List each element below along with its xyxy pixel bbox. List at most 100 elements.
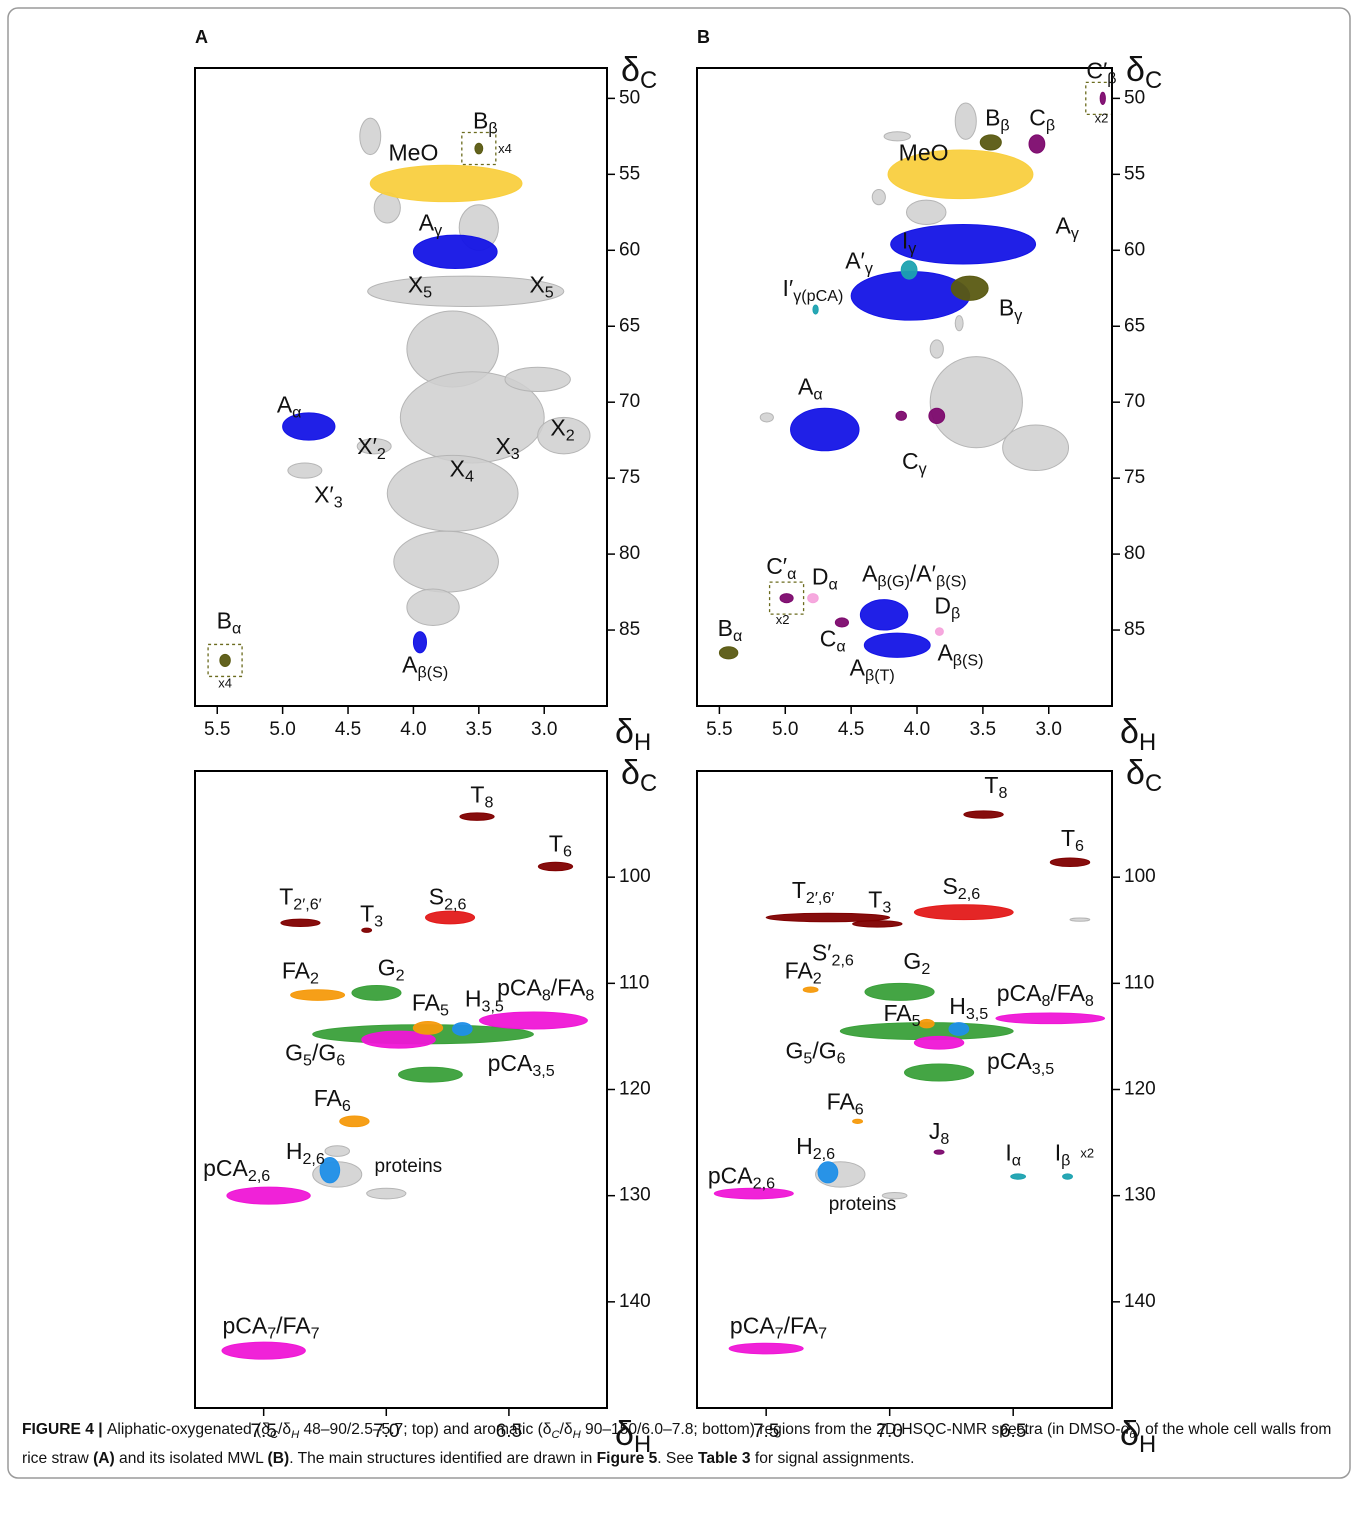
peak-label: A′γ: [845, 248, 873, 278]
subscript: 5: [423, 283, 432, 301]
cross-peak: [760, 413, 773, 422]
y-axis-label: δC: [621, 754, 657, 797]
peak-label: FA5: [883, 1000, 920, 1030]
cross-peak: [1070, 918, 1090, 921]
subscript: α: [787, 564, 796, 582]
y-tick-label: 55: [1124, 163, 1145, 184]
peak-label: G5/G6: [285, 1040, 345, 1070]
label-text: A: [862, 560, 878, 586]
y-tick-label: 85: [619, 619, 640, 640]
peak-label: Aβ(T): [850, 655, 895, 685]
cross-peak: [453, 1023, 473, 1036]
subscript: β: [488, 119, 497, 137]
label-text: δ: [1126, 51, 1145, 89]
caption-run: . The main structures identified are dra…: [289, 1450, 596, 1467]
cross-peak: [901, 261, 917, 279]
subscript: α: [733, 627, 742, 645]
cross-peak: [1063, 1174, 1073, 1179]
peak-label: S′2,6: [812, 940, 854, 970]
cross-peak: [413, 632, 426, 653]
label-text: G: [378, 955, 396, 981]
cross-peak: [996, 1013, 1105, 1024]
subscript: γ(pCA): [793, 286, 843, 304]
label-text: A: [798, 374, 814, 400]
spectrum-plot: 7.57.06.5100110120130140: [195, 771, 651, 1442]
peak-label: Aβ(S): [402, 652, 448, 682]
peak-label: G2: [378, 955, 405, 985]
label-text: A′: [845, 248, 865, 274]
label-text: FA: [412, 990, 441, 1016]
label-text: δ: [1120, 713, 1139, 751]
label-text: pCA: [997, 980, 1042, 1006]
peak-label: x2: [776, 612, 790, 627]
cross-peak: [919, 1019, 934, 1027]
peak-label: C′α: [766, 553, 796, 583]
caption-run: and its isolated MWL: [115, 1450, 268, 1467]
subscript: C: [640, 770, 657, 797]
label-text: X: [529, 272, 544, 298]
peak-label: I′γ(pCA): [783, 275, 844, 305]
cross-peak: [905, 1064, 974, 1081]
subscript: β(G): [877, 572, 910, 590]
label-text: FA: [785, 958, 814, 984]
caption-run: d: [1121, 1421, 1130, 1438]
peak-label: Iβ: [1055, 1139, 1071, 1169]
subscript: α: [232, 619, 241, 637]
peak-label: Aγ: [419, 210, 442, 240]
label-text: T: [279, 883, 293, 909]
label-text: proteins: [829, 1194, 897, 1215]
label-text: x4: [218, 676, 232, 691]
subscript: 5: [912, 1012, 921, 1030]
subscript: 7: [267, 1324, 276, 1342]
peak-label: x4: [498, 141, 512, 156]
y-tick-label: 130: [1124, 1185, 1156, 1206]
subscript: 8: [1085, 992, 1094, 1010]
peak-label: FA2: [282, 958, 319, 988]
peak-label: Bα: [718, 615, 743, 645]
cross-peak: [475, 143, 483, 154]
subscript: γ: [865, 259, 873, 277]
caption-run: FIGURE 4 |: [22, 1421, 107, 1438]
cross-peak: [955, 316, 963, 331]
peak-label: pCA7/FA7: [222, 1312, 319, 1342]
cross-peak: [413, 1022, 442, 1035]
caption-run: /δ: [278, 1421, 291, 1438]
subscript: 2,6: [813, 1145, 835, 1163]
cross-peak: [288, 463, 322, 478]
cross-peak: [791, 408, 860, 451]
subscript: H: [1139, 729, 1156, 756]
label-text: T: [470, 782, 484, 808]
peak-label: proteins: [829, 1194, 897, 1215]
y-tick-label: 55: [619, 163, 640, 184]
figure-page: AB5.55.04.54.03.53.05055606570758085Bβx4…: [0, 0, 1358, 1535]
label-text: C: [1029, 105, 1046, 131]
cross-peak: [864, 633, 930, 657]
cross-peak: [538, 862, 572, 870]
y-tick-label: 75: [1124, 467, 1145, 488]
caption-run: Aliphatic-oxygenated (δ: [107, 1421, 270, 1438]
cross-peak: [803, 987, 818, 992]
label-text: x2: [776, 612, 790, 627]
subscript: 4: [465, 467, 474, 485]
subscript: α: [836, 637, 845, 655]
peak-label: X5: [529, 272, 553, 302]
label-text: A: [937, 639, 953, 665]
caption-run: C: [551, 1429, 559, 1441]
subscript: 6: [855, 1100, 864, 1118]
label-text: δ: [621, 754, 640, 792]
label-text: A: [850, 655, 866, 681]
peak-label: pCA2,6: [203, 1155, 270, 1185]
label-text: x2: [1095, 111, 1109, 126]
y-axis-label: δC: [1126, 51, 1162, 94]
y-tick-label: 75: [619, 467, 640, 488]
cross-peak: [291, 990, 345, 1001]
peak-label: Aβ(S): [937, 639, 983, 669]
label-text: FA: [314, 1085, 343, 1111]
label-text: proteins: [375, 1156, 443, 1177]
peak-label: S2,6: [429, 883, 467, 913]
cross-peak: [1003, 425, 1069, 471]
label-text: T: [868, 887, 882, 913]
subscript: 6: [342, 1097, 351, 1115]
y-tick-label: 140: [619, 1291, 651, 1312]
cross-peak: [281, 919, 320, 926]
